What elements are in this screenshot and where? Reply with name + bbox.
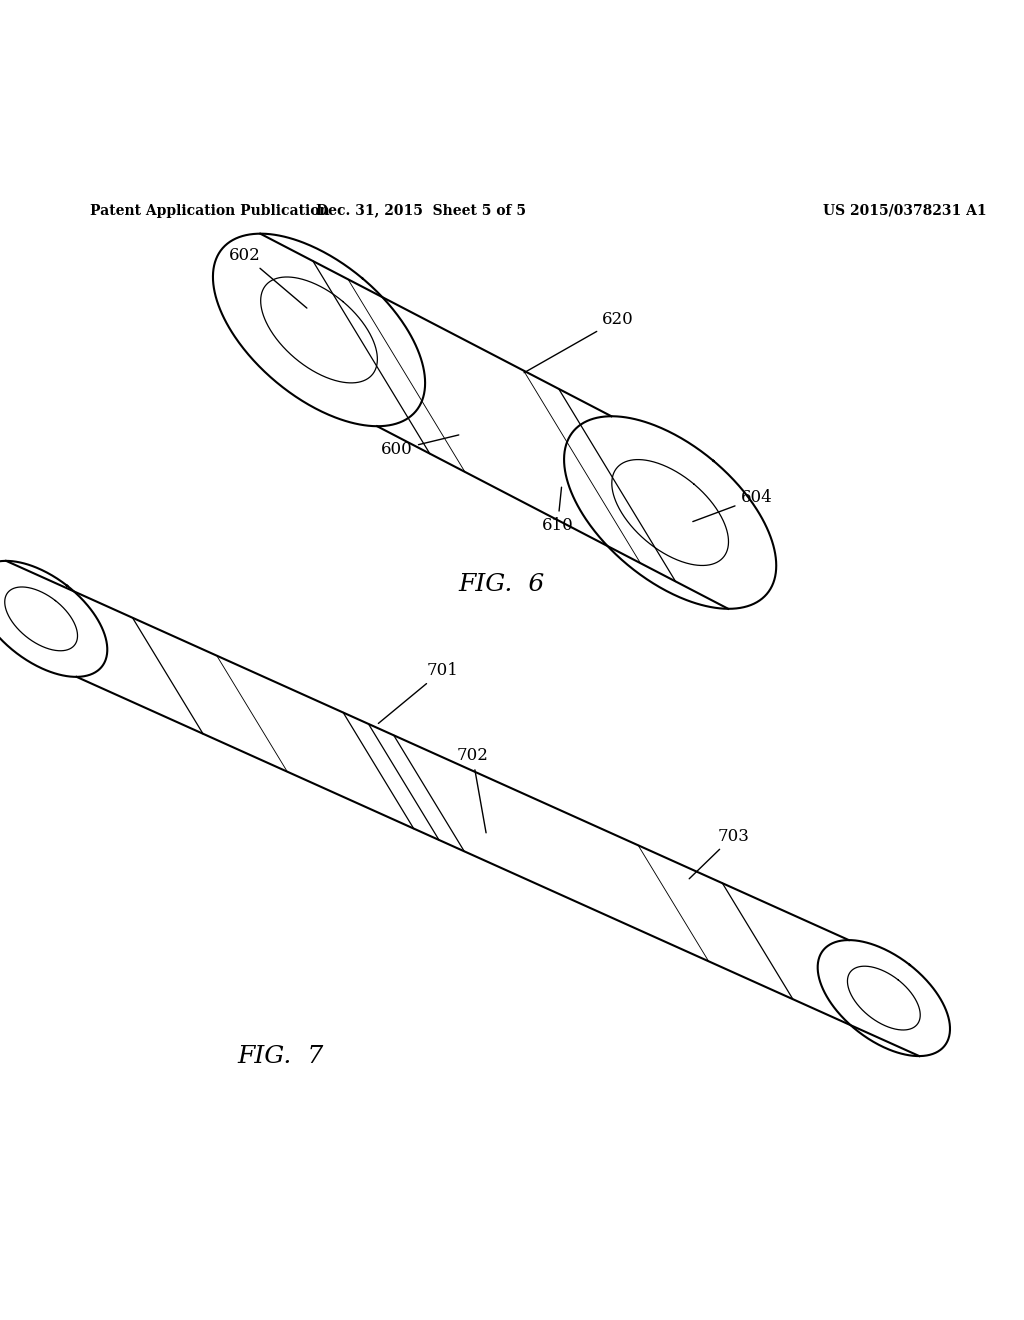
Text: 602: 602: [228, 247, 307, 308]
Text: Dec. 31, 2015  Sheet 5 of 5: Dec. 31, 2015 Sheet 5 of 5: [316, 203, 526, 218]
Text: FIG.  6: FIG. 6: [459, 573, 545, 597]
Text: 702: 702: [457, 747, 488, 833]
Text: Patent Application Publication: Patent Application Publication: [90, 203, 330, 218]
Text: 701: 701: [378, 663, 459, 723]
Text: 703: 703: [689, 828, 750, 879]
Text: FIG.  7: FIG. 7: [238, 1044, 324, 1068]
Text: 604: 604: [693, 490, 772, 521]
Text: US 2015/0378231 A1: US 2015/0378231 A1: [822, 203, 986, 218]
Text: 620: 620: [524, 312, 634, 372]
Text: 610: 610: [542, 487, 573, 533]
Text: 600: 600: [381, 434, 459, 458]
